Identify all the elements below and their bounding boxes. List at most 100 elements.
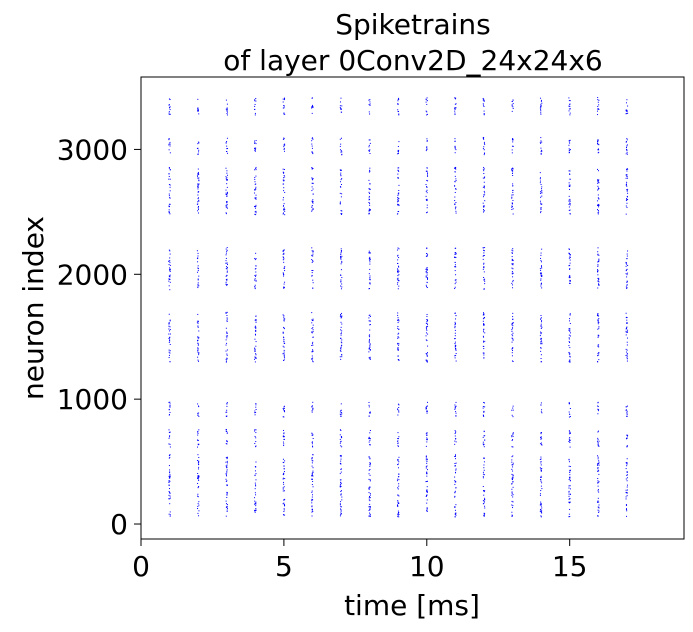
spike-marker [627, 168, 629, 170]
spike-marker [197, 336, 199, 338]
spike-marker [626, 322, 628, 324]
spike-marker [198, 141, 200, 143]
spike-marker [397, 103, 399, 105]
spike-marker [455, 188, 457, 190]
spike-marker [511, 208, 513, 210]
spike-marker [397, 265, 399, 267]
spike-marker [598, 507, 600, 509]
spike-column-1 [168, 98, 171, 517]
spike-marker [168, 480, 170, 482]
spike-marker [283, 286, 285, 288]
spike-marker [225, 344, 227, 346]
spike-marker [540, 333, 542, 335]
spike-marker [454, 181, 456, 183]
spike-marker [254, 149, 256, 151]
spike-marker [626, 327, 628, 329]
spike-marker [340, 213, 342, 215]
spike-marker [598, 99, 600, 101]
spike-marker [283, 465, 285, 467]
spike-marker [168, 275, 170, 277]
spike-marker [454, 114, 456, 116]
spike-marker [539, 177, 541, 179]
spike-marker [369, 167, 371, 169]
spike-marker [397, 103, 399, 105]
spike-marker [226, 250, 228, 252]
spike-marker [369, 258, 371, 260]
spike-marker [311, 458, 313, 460]
spike-marker [169, 197, 171, 199]
spike-marker [254, 497, 256, 499]
spike-marker [598, 204, 600, 206]
spike-marker [254, 511, 256, 513]
spike-marker [168, 325, 170, 327]
spike-marker [340, 508, 342, 510]
spike-marker [598, 258, 600, 260]
spike-marker [226, 475, 228, 477]
spike-marker [626, 415, 628, 417]
spike-marker [397, 109, 399, 111]
spike-marker [483, 271, 485, 273]
spike-marker [625, 261, 627, 263]
spike-marker [568, 152, 570, 154]
spike-marker [225, 478, 227, 480]
spike-marker [226, 491, 228, 493]
spike-marker [626, 414, 628, 416]
spike-marker [254, 412, 256, 414]
spike-marker [169, 475, 171, 477]
spike-marker [568, 275, 570, 277]
spike-marker [369, 444, 371, 446]
spike-marker [597, 485, 599, 487]
spike-marker [541, 432, 542, 434]
spike-marker [482, 255, 484, 257]
spike-marker [569, 202, 571, 204]
spike-marker [254, 105, 256, 107]
spike-marker [340, 455, 342, 457]
spike-marker [225, 192, 227, 194]
spike-marker [512, 191, 514, 193]
spike-marker [568, 458, 570, 460]
spike-marker [625, 410, 627, 412]
spike-marker [198, 510, 200, 512]
spike-marker [369, 458, 371, 460]
spike-marker [226, 506, 228, 508]
spike-marker [197, 414, 199, 416]
spike-marker [398, 320, 400, 322]
y-axis-label: neuron index [17, 216, 50, 400]
spike-marker [339, 169, 341, 171]
spike-marker [426, 486, 428, 488]
spike-marker [340, 514, 342, 516]
spike-marker [397, 327, 399, 329]
spike-marker [312, 179, 314, 181]
spike-marker [540, 110, 542, 112]
spike-marker [541, 343, 543, 345]
spike-marker [226, 268, 228, 270]
spike-marker [255, 265, 257, 267]
spike-marker [540, 357, 542, 359]
spike-marker [540, 269, 542, 271]
spike-marker [311, 358, 313, 360]
spike-marker [569, 355, 571, 357]
spike-marker [539, 97, 541, 99]
spike-marker [339, 192, 341, 194]
spike-marker [455, 454, 457, 456]
spike-marker [511, 152, 513, 154]
spike-marker [426, 248, 428, 250]
spike-marker [598, 188, 600, 190]
spike-marker [569, 493, 571, 495]
spike-marker [426, 465, 428, 467]
spike-marker [482, 268, 484, 270]
spike-marker [483, 444, 485, 446]
spike-marker [598, 179, 600, 181]
spike-marker [482, 415, 484, 416]
spike-marker [597, 456, 599, 458]
spike-marker [398, 485, 400, 487]
spike-marker [168, 443, 170, 445]
spike-marker [512, 190, 514, 192]
spike-marker [283, 328, 285, 330]
spike-marker [369, 278, 371, 280]
spike-marker [225, 281, 227, 283]
spike-marker [569, 108, 571, 110]
spike-marker [541, 287, 543, 289]
spike-marker [483, 313, 485, 315]
spike-marker [455, 415, 457, 417]
